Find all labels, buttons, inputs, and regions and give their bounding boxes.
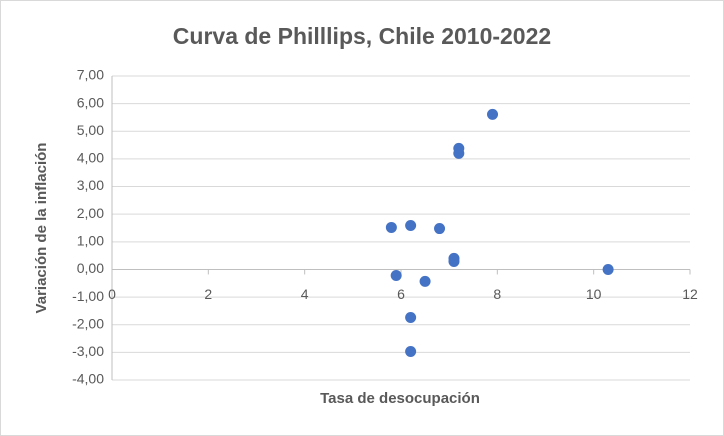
x-tick-label: 0 [108,286,116,302]
y-tick-label: 1,00 [77,233,104,249]
point [405,220,417,232]
y-tick-label: 3,00 [77,177,104,193]
y-tick-label: 4,00 [77,150,104,166]
point [448,255,460,267]
point [453,147,465,159]
point [390,270,402,282]
point [405,346,417,358]
point [405,312,417,324]
point [602,263,614,275]
y-tick-label: -3,00 [72,343,104,359]
point [434,223,446,235]
x-tick-label: 4 [301,286,309,302]
x-tick-label: 12 [682,286,698,302]
y-tick-label: 5,00 [77,122,104,138]
y-tick-label: -2,00 [72,315,104,331]
point [487,108,499,120]
y-tick-label: 2,00 [77,205,104,221]
x-axis-label: Tasa de desocupación [320,390,480,407]
point [419,275,431,287]
y-tick-label: -4,00 [72,371,104,387]
y-tick-label: -1,00 [72,288,104,304]
x-tick-label: 10 [586,286,602,302]
y-tick-label: 6,00 [77,94,104,110]
y-tick-label: 7,00 [77,67,104,83]
x-tick-label: 8 [493,286,501,302]
point [385,221,397,233]
y-axis-label: Variación de la inflación [33,143,50,314]
x-tick-label: 6 [397,286,405,302]
x-tick-label: 2 [204,286,212,302]
chart-title: Curva de Philllips, Chile 2010-2022 [173,23,551,49]
y-tick-label: 0,00 [77,260,104,276]
